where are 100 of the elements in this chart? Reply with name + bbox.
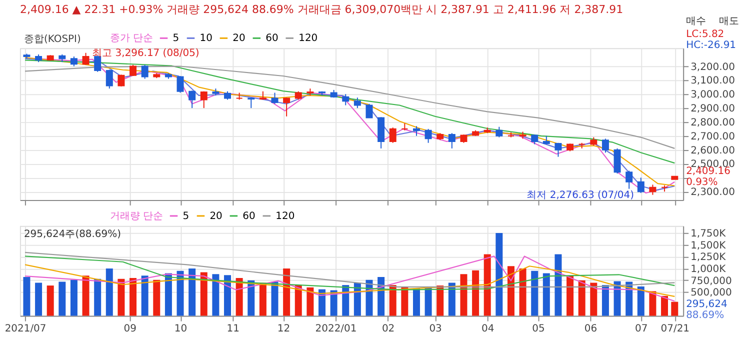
candlestick xyxy=(118,74,125,87)
candlestick xyxy=(271,92,278,104)
candlestick xyxy=(70,56,78,67)
legend-label: 5 xyxy=(172,33,180,44)
text: 0.93% xyxy=(686,176,718,188)
y-tick-label: 3,000.00 xyxy=(690,90,735,101)
y-tick-label: 2,600.00 xyxy=(690,145,735,156)
candlestick xyxy=(389,127,396,144)
x-tick-label: 03 xyxy=(429,323,442,334)
bar xyxy=(637,286,644,316)
y-tick-label: 3,100.00 xyxy=(690,76,735,87)
x-tick-label: 05 xyxy=(532,323,545,334)
x-tick-label: 12 xyxy=(277,323,290,334)
x-tick-label: 09 xyxy=(124,323,136,334)
bar xyxy=(318,289,326,316)
text: 295,624 xyxy=(686,298,728,310)
bar xyxy=(130,278,137,316)
bar xyxy=(424,287,432,316)
legend-label: 20 xyxy=(232,33,246,44)
legend-label: 120 xyxy=(298,33,318,44)
bar xyxy=(590,282,598,316)
bar xyxy=(176,270,184,316)
candlestick xyxy=(554,142,562,158)
bar xyxy=(259,282,266,316)
y-tick-label: 500,000 xyxy=(690,288,732,299)
y-tick-label: 1,250K xyxy=(690,252,726,264)
bar xyxy=(271,282,278,316)
line-series xyxy=(24,60,676,164)
y-tick-label: 2,900.00 xyxy=(690,104,735,115)
bar xyxy=(294,285,302,316)
bar xyxy=(58,282,66,316)
candlestick xyxy=(531,134,538,145)
bar xyxy=(106,268,113,316)
bar xyxy=(46,286,54,316)
candlestick xyxy=(378,116,385,149)
text: 88.69% xyxy=(686,310,724,321)
x-tick-label: 04 xyxy=(482,323,494,334)
bar xyxy=(661,296,668,316)
bar xyxy=(118,278,125,316)
legend-label: 60 xyxy=(242,210,256,222)
candlestick xyxy=(106,69,113,90)
bar xyxy=(23,277,30,316)
bar xyxy=(224,275,232,316)
bar xyxy=(626,282,633,316)
bar xyxy=(200,272,208,316)
candlestick xyxy=(626,170,633,190)
x-tick-label: 06 xyxy=(584,323,598,334)
candlestick xyxy=(637,177,644,194)
legend-label: 120 xyxy=(276,210,295,222)
candlestick xyxy=(354,97,361,109)
bar xyxy=(436,286,444,316)
candlestick xyxy=(82,52,90,66)
bar xyxy=(460,274,468,316)
bar xyxy=(566,276,574,316)
candlestick xyxy=(448,132,456,149)
legend-title: 거래량 단순 xyxy=(110,210,164,222)
x-tick-label: 07/21 xyxy=(660,323,690,334)
text: LC:5.82 xyxy=(686,29,724,40)
bar xyxy=(82,276,90,316)
y-tick-label: 1,750K xyxy=(690,228,726,240)
text: 매도 xyxy=(719,16,740,28)
candlestick xyxy=(412,126,420,136)
bar xyxy=(248,280,255,316)
bar xyxy=(283,268,290,316)
bar xyxy=(542,273,550,316)
bar xyxy=(153,280,160,316)
candlestick xyxy=(602,138,609,154)
bar xyxy=(496,233,503,316)
bar xyxy=(141,276,148,316)
bar xyxy=(671,302,678,316)
candlestick xyxy=(248,97,255,109)
annotation: 295,624주(88.69%) xyxy=(24,228,122,240)
y-tick-label: 2,800.00 xyxy=(690,117,735,128)
candlestick xyxy=(496,126,503,138)
bar xyxy=(649,291,656,316)
legend-label: 60 xyxy=(266,33,278,44)
line-series xyxy=(24,256,676,302)
y-tick-label: 2,700.00 xyxy=(690,131,735,142)
bar xyxy=(472,270,480,316)
x-tick-label: 11 xyxy=(226,323,240,334)
y-tick-label: 1,500K xyxy=(690,240,726,252)
legend-title: 종가 단순 xyxy=(110,33,154,44)
annotation: 최고 3,296.17 (08/05) xyxy=(92,48,200,59)
candlestick xyxy=(366,103,373,118)
candlestick xyxy=(614,148,621,174)
bar xyxy=(401,287,408,316)
x-tick-label: 2021/07 xyxy=(4,323,46,334)
annotation: 최저 2,276.63 (07/04) xyxy=(526,190,634,201)
text: 매수 xyxy=(686,16,706,28)
bar xyxy=(306,287,314,316)
bar xyxy=(578,280,586,316)
line-series xyxy=(24,264,676,297)
y-tick-label: 2,300.00 xyxy=(690,187,735,198)
bar xyxy=(554,254,562,316)
text: HC:-26.91 xyxy=(686,40,736,52)
bar xyxy=(354,282,361,316)
bar xyxy=(389,285,396,316)
bar xyxy=(35,282,42,316)
legend-label: 10 xyxy=(200,33,212,44)
y-tick-label: 3,200.00 xyxy=(690,62,735,73)
